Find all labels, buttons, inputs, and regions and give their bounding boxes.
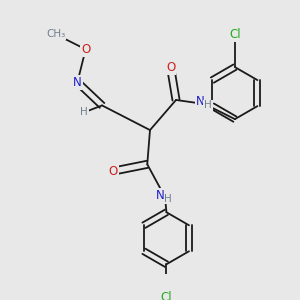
Text: N: N [196, 95, 205, 108]
Text: O: O [81, 43, 90, 56]
Text: O: O [108, 165, 118, 178]
Text: O: O [166, 61, 175, 74]
Text: H: H [164, 194, 172, 204]
Text: Cl: Cl [229, 28, 241, 41]
Text: H: H [204, 100, 212, 110]
Text: H: H [80, 107, 88, 117]
Text: CH₃: CH₃ [46, 29, 65, 39]
Text: Cl: Cl [160, 291, 172, 300]
Text: N: N [156, 189, 165, 202]
Text: N: N [73, 76, 82, 89]
